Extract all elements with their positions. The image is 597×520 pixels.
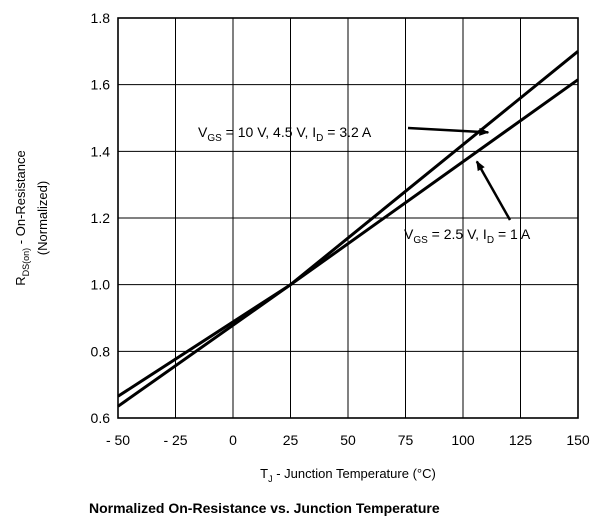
plot-frame	[117, 17, 579, 419]
y-tick-label: 1.8	[91, 10, 111, 26]
x-tick-label: 150	[566, 432, 590, 448]
x-tick-label: 25	[283, 432, 299, 448]
y-tick-label: 1.4	[91, 143, 111, 159]
x-tick-labels: - 50 - 25 0 25 50 75 100 125 150	[106, 432, 590, 448]
series-line-2	[117, 78, 579, 398]
y-axis-label-line1: RDS(on) - On-Resistance	[13, 150, 31, 285]
series-1-arrow	[407, 126, 490, 136]
y-tick-label: 1.0	[91, 277, 111, 293]
x-tick-label: 125	[509, 432, 533, 448]
y-axis-label-line2: (Normalized)	[35, 181, 50, 255]
chart-title: Normalized On-Resistance vs. Junction Te…	[89, 500, 440, 516]
y-axis-label: RDS(on) - On-Resistance (Normalized)	[13, 150, 50, 285]
series-1-annotation: VGS = 10 V, 4.5 V, ID = 3.2 A	[198, 124, 372, 144]
x-tick-label: 75	[398, 432, 414, 448]
annotations: VGS = 10 V, 4.5 V, ID = 3.2 A VGS = 2.5 V…	[198, 124, 531, 246]
y-tick-label: 0.6	[91, 410, 111, 426]
x-tick-label: 100	[451, 432, 475, 448]
x-tick-label: 0	[229, 432, 237, 448]
y-tick-label: 1.6	[91, 77, 111, 93]
x-axis-label: TJ - Junction Temperature (°C)	[260, 466, 436, 484]
y-tick-labels: 0.6 0.8 1.0 1.2 1.4 1.6 1.8	[91, 10, 111, 426]
y-tick-label: 0.8	[91, 343, 111, 359]
x-tick-label: - 25	[163, 432, 187, 448]
series-2-annotation: VGS = 2.5 V, ID = 1 A	[404, 226, 531, 246]
y-tick-label: 1.2	[91, 210, 111, 226]
x-tick-label: - 50	[106, 432, 130, 448]
x-tick-label: 50	[340, 432, 356, 448]
series-2-arrow	[475, 160, 512, 221]
